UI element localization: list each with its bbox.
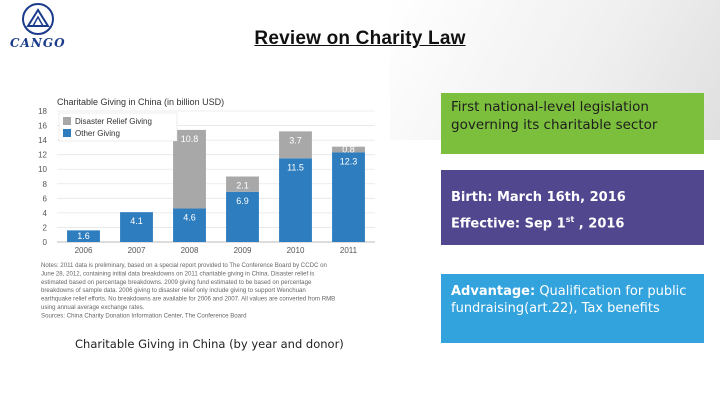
x-tick-label: 2008 — [181, 246, 199, 255]
y-tick-label: 0 — [43, 238, 48, 247]
chart-note-line: June 28, 2012, containing initial data b… — [41, 270, 314, 277]
bar-segment — [279, 131, 312, 159]
bar-segment — [332, 152, 365, 242]
cango-logo: CANGO — [2, 2, 74, 50]
page-title: Review on Charity Law — [254, 28, 466, 49]
y-tick-label: 2 — [43, 223, 48, 232]
bar-segment — [67, 230, 100, 242]
effective-date-line: Effective: Sep 1st , 2016 — [451, 209, 694, 235]
legislation-info-box: First national-level legislation governi… — [441, 93, 704, 154]
chart-note-line: breakdowns of sample data. 2006 giving t… — [41, 287, 306, 294]
data-label: 3.7 — [289, 135, 302, 145]
bar-segment — [332, 146, 365, 153]
advantage-label: Advantage: — [451, 284, 536, 299]
chart-note-line: Sources: China Charity Donation Informat… — [41, 312, 247, 319]
data-label: 12.3 — [340, 156, 358, 166]
chart-container: Charitable Giving in China (in billion U… — [35, 95, 380, 333]
bar-segment — [226, 191, 259, 242]
birth-date-text: Birth: March 16th, 2016 — [451, 190, 626, 205]
logo-emblem-icon — [22, 3, 54, 35]
data-label: 11.5 — [287, 162, 304, 172]
bar-segment — [173, 208, 206, 242]
chart-caption: Charitable Giving in China (by year and … — [75, 337, 344, 351]
y-tick-label: 12 — [38, 151, 47, 160]
bar-segment — [120, 212, 153, 242]
legend-label: Disaster Relief Giving — [75, 117, 152, 126]
y-tick-label: 14 — [38, 136, 47, 145]
data-label: 1.6 — [77, 231, 90, 241]
x-tick-label: 2007 — [128, 246, 146, 255]
advantage-text: Qualification for public fundraising(art… — [451, 284, 687, 316]
legend-swatch — [63, 129, 71, 137]
logo-text: CANGO — [10, 36, 66, 50]
chart-note-line: estimated based on percentage breakdowns… — [41, 279, 312, 286]
bar-segment — [226, 176, 259, 192]
x-tick-label: 2011 — [340, 246, 358, 255]
y-tick-label: 4 — [43, 209, 48, 218]
data-label: 6.9 — [236, 196, 249, 206]
bar-segment — [173, 129, 206, 209]
y-tick-label: 10 — [38, 165, 47, 174]
y-tick-label: 16 — [38, 122, 47, 131]
dates-info-box: Birth: March 16th, 2016 Effective: Sep 1… — [441, 170, 704, 245]
y-tick-label: 18 — [38, 107, 47, 116]
y-tick-label: 6 — [43, 194, 48, 203]
x-tick-label: 2009 — [234, 246, 252, 255]
data-label: 4.1 — [130, 216, 143, 226]
effective-date-suffix: st — [565, 215, 575, 224]
legend-box — [58, 112, 178, 142]
chart-note-line: Notes: 2011 data is preliminary, based o… — [41, 262, 327, 269]
chart-title: Charitable Giving in China (in billion U… — [57, 97, 224, 107]
legislation-text: First national-level legislation governi… — [451, 99, 658, 133]
stacked-bar-chart: Charitable Giving in China (in billion U… — [38, 97, 375, 319]
data-label: 0.8 — [342, 145, 355, 155]
x-tick-label: 2006 — [75, 246, 93, 255]
effective-date-year: , 2016 — [574, 216, 625, 232]
chart-note-line: earthquake relief efforts. No breakdowns… — [41, 296, 335, 303]
legend-label: Other Giving — [75, 129, 120, 138]
x-tick-label: 2010 — [287, 246, 305, 255]
effective-date-text: Effective: Sep 1 — [451, 216, 566, 232]
legend-swatch — [63, 117, 71, 125]
data-label: 4.6 — [183, 213, 196, 223]
chart-note-line: using annual average exchange rates. — [41, 304, 145, 311]
advantage-info-box: Advantage: Qualification for public fund… — [441, 274, 704, 343]
data-label: 2.1 — [236, 181, 249, 191]
y-tick-label: 8 — [43, 180, 48, 189]
data-label: 10.8 — [181, 134, 199, 144]
bar-segment — [279, 158, 312, 242]
